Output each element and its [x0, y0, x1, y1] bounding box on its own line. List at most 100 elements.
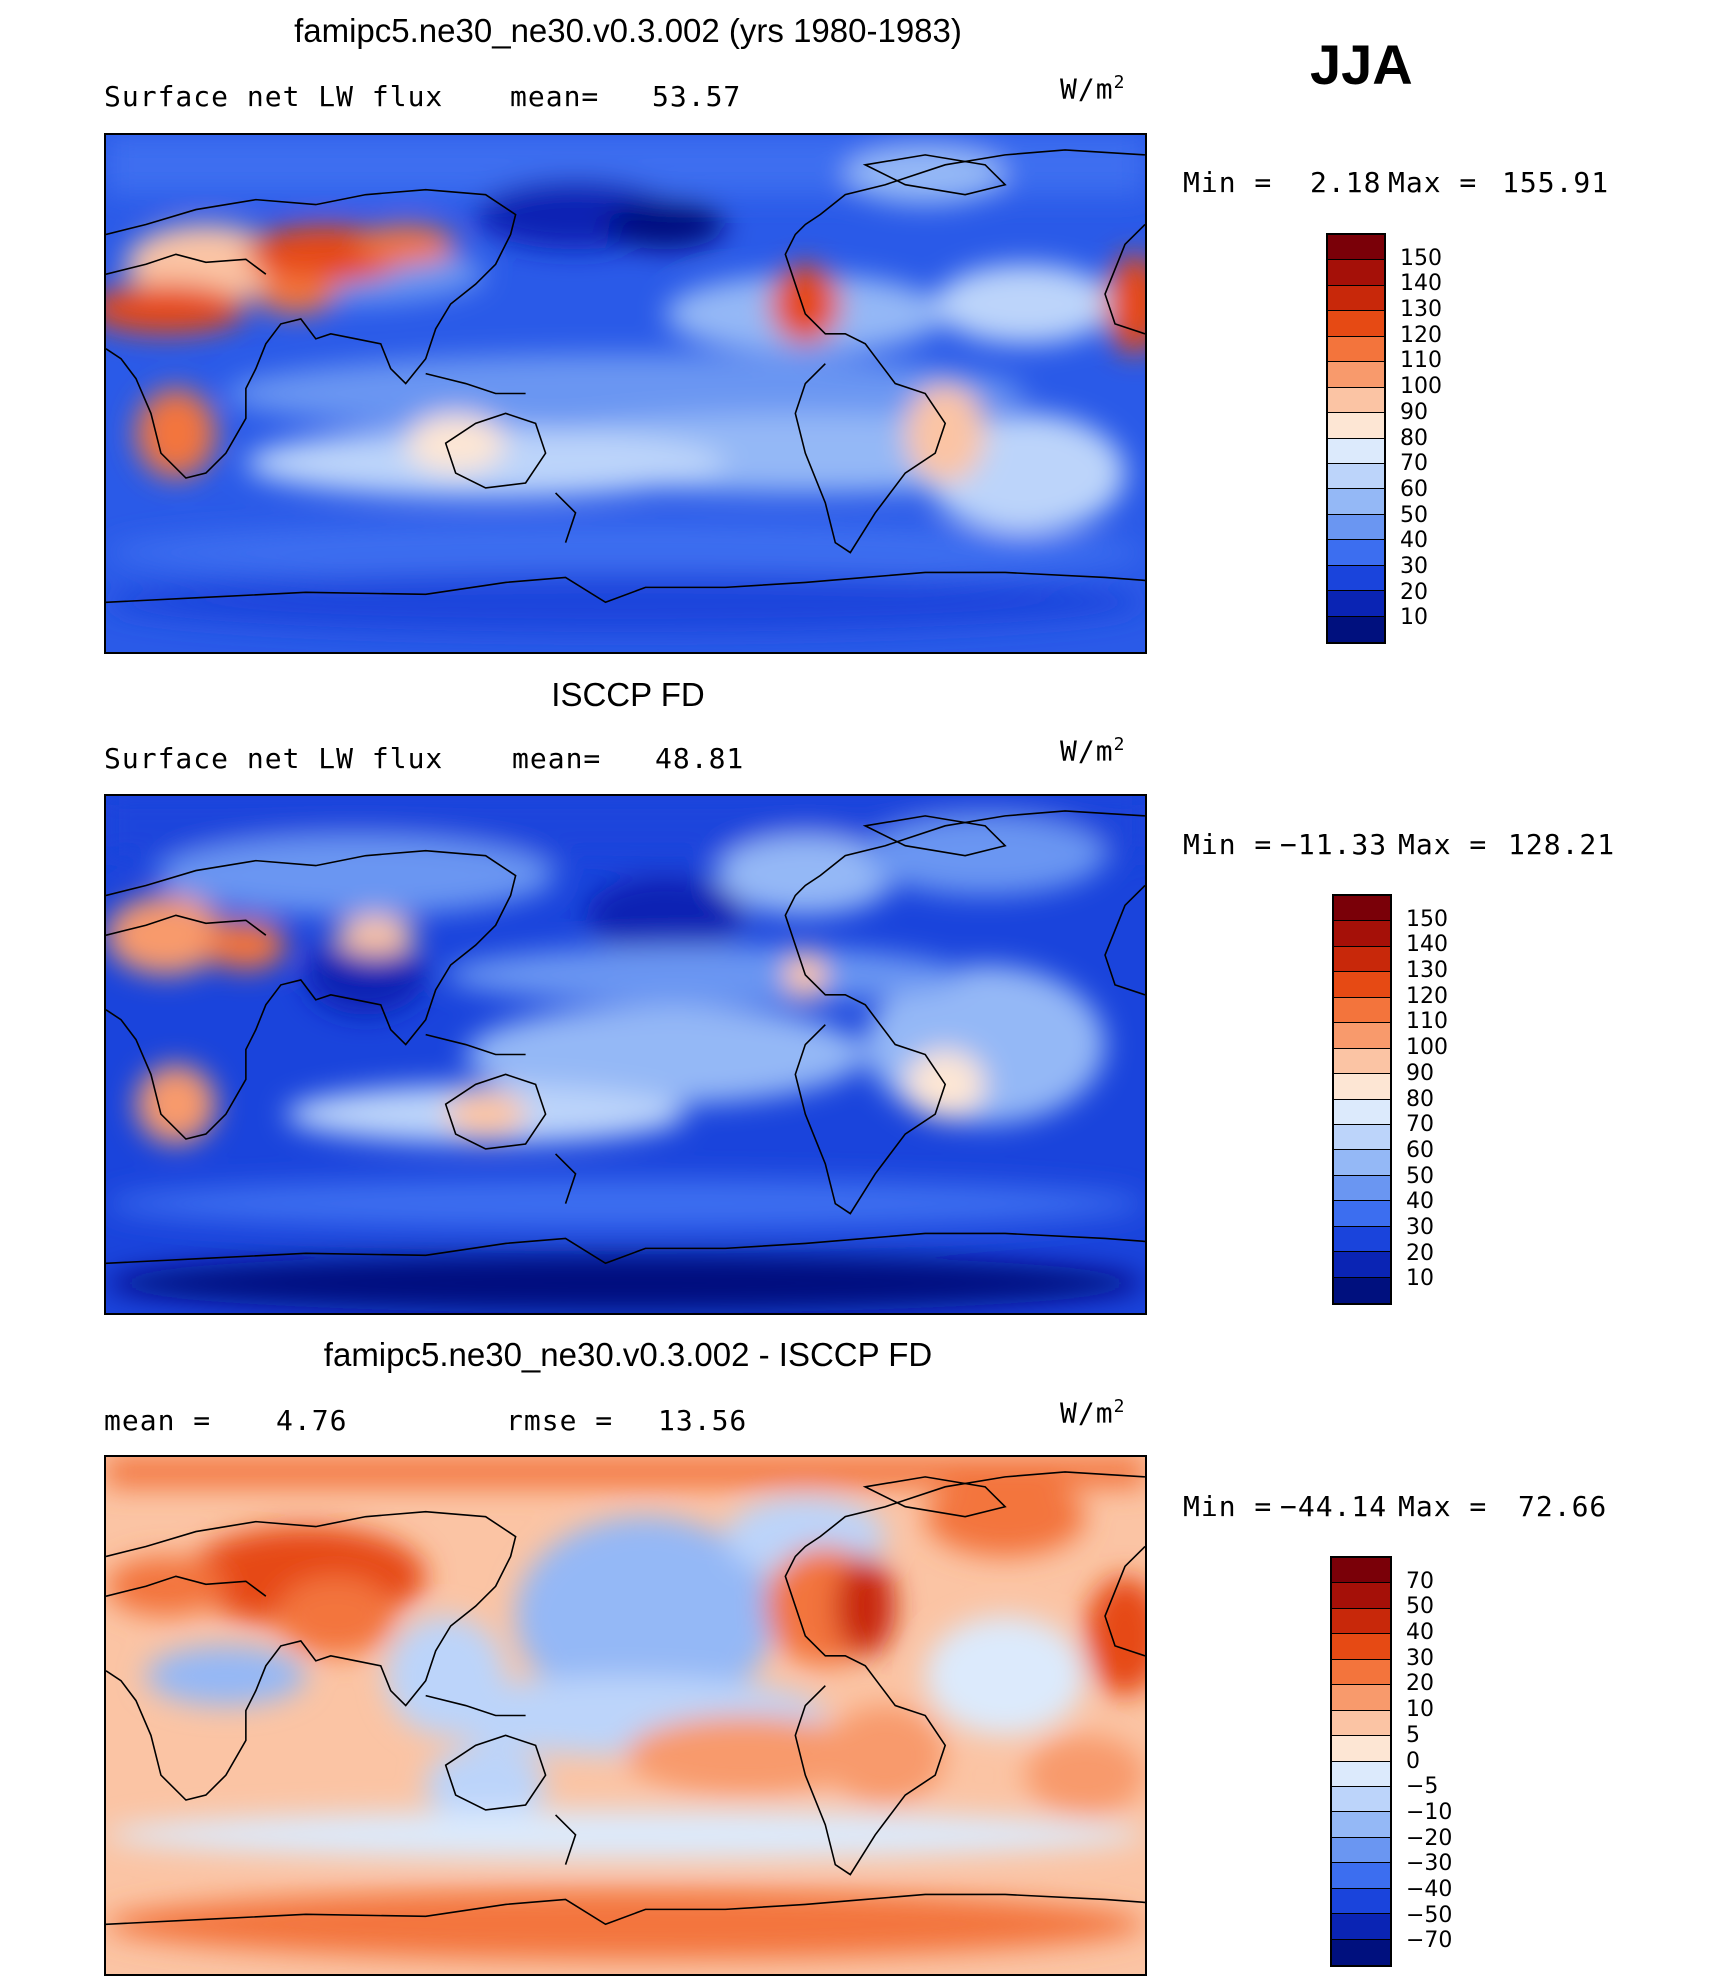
colorbar-tick-label: 100 [1406, 1035, 1448, 1061]
colorbar-segment [1332, 1786, 1390, 1813]
panel-3-map [104, 1455, 1147, 1976]
colorbar-tick-label: 20 [1400, 579, 1428, 605]
panel-3-units: W/m2 [1060, 1396, 1126, 1430]
colorbar-segment [1332, 1863, 1390, 1889]
panel-1-max-label: Max = [1388, 166, 1478, 199]
colorbar-tick-label: 70 [1406, 1568, 1434, 1594]
colorbar-tick-label: 150 [1406, 906, 1448, 932]
colorbar-tick-label: 120 [1400, 322, 1442, 348]
panel-2-mean-value: 48.81 [655, 742, 745, 775]
panel-3-mean-label: mean = [104, 1404, 212, 1437]
colorbar-segment [1328, 311, 1384, 337]
colorbar-tick-label: 140 [1400, 271, 1442, 297]
colorbar-tick-label: 40 [1406, 1189, 1434, 1215]
colorbar-segment [1334, 1252, 1390, 1278]
panel-1-min-value: 2.18 [1310, 166, 1382, 199]
colorbar-segment [1328, 565, 1384, 592]
colorbar-tick-label: −10 [1406, 1799, 1453, 1825]
colorbar-segment [1328, 591, 1384, 617]
colorbar-tick-label: 50 [1400, 502, 1428, 528]
colorbar-segment [1332, 1558, 1390, 1584]
colorbar-segment [1334, 1074, 1390, 1100]
colorbar-segment [1332, 1685, 1390, 1711]
panel-3-title: famipc5.ne30_ne30.v0.3.002 - ISCCP FD [323, 1336, 933, 1373]
panel-2-max-value: 128.21 [1508, 828, 1616, 861]
colorbar-segment [1332, 1888, 1390, 1915]
panel-2-units: W/m2 [1060, 734, 1126, 768]
colorbar-segment [1328, 540, 1384, 566]
colorbar-segment [1332, 1914, 1390, 1940]
panel-3-min-value: −44.14 [1280, 1490, 1388, 1523]
colorbar-tick-label: −40 [1406, 1876, 1453, 1902]
colorbar-tick-label: 40 [1406, 1620, 1434, 1646]
colorbar-segment [1334, 1099, 1390, 1125]
colorbar-tick-label: −30 [1406, 1851, 1453, 1877]
colorbar-tick-label: 120 [1406, 983, 1448, 1009]
colorbar-tick-label: −70 [1406, 1928, 1453, 1954]
colorbar-tick-label: 130 [1400, 297, 1442, 323]
colorbar-segment [1334, 1048, 1390, 1075]
panel-2-title: ISCCP FD [551, 676, 705, 713]
colorbar-tick-label: 50 [1406, 1594, 1434, 1620]
colorbar-segment [1334, 896, 1390, 922]
panel-3-rmse-value: 13.56 [658, 1404, 748, 1437]
colorbar-tick-label: 90 [1406, 1060, 1434, 1086]
panel-2-colorbar [1332, 894, 1392, 1305]
colorbar-segment [1328, 489, 1384, 515]
colorbar-segment [1334, 1023, 1390, 1049]
panel-3-max-label: Max = [1398, 1490, 1488, 1523]
colorbar-segment [1332, 1761, 1390, 1787]
colorbar-tick-label: 150 [1400, 245, 1442, 271]
colorbar-tick-label: 80 [1400, 425, 1428, 451]
panel-2-min-label: Min = [1183, 828, 1273, 861]
colorbar-tick-label: 40 [1400, 528, 1428, 554]
colorbar-tick-label: 30 [1406, 1214, 1434, 1240]
panel-1-map [104, 133, 1147, 654]
colorbar-tick-label: 110 [1406, 1009, 1448, 1035]
colorbar-tick-label: 20 [1406, 1671, 1434, 1697]
colorbar-segment [1332, 1583, 1390, 1609]
colorbar-segment [1328, 387, 1384, 414]
panel-1-title: famipc5.ne30_ne30.v0.3.002 (yrs 1980-198… [294, 12, 962, 49]
colorbar-tick-label: 0 [1406, 1748, 1420, 1774]
panel-3-rmse-label: rmse = [506, 1404, 614, 1437]
colorbar-tick-label: 140 [1406, 932, 1448, 958]
colorbar-segment [1334, 972, 1390, 998]
panel-1-min-label: Min = [1183, 166, 1273, 199]
colorbar-tick-label: −5 [1406, 1774, 1439, 1800]
colorbar-tick-label: −20 [1406, 1825, 1453, 1851]
panel-1-colorbar [1326, 233, 1386, 644]
colorbar-segment [1334, 1277, 1390, 1303]
panel-3-coastlines [106, 1471, 1145, 1926]
colorbar-segment [1334, 1124, 1390, 1151]
colorbar-segment [1334, 1150, 1390, 1176]
colorbar-segment [1332, 1659, 1390, 1686]
colorbar-tick-label: −50 [1406, 1902, 1453, 1928]
colorbar-tick-label: 70 [1400, 451, 1428, 477]
panel-3-map-svg [106, 1457, 1145, 1974]
colorbar-segment [1332, 1812, 1390, 1838]
panel-1-mean-value: 53.57 [652, 80, 742, 113]
colorbar-tick-label: 10 [1406, 1266, 1434, 1292]
panel-1-coastlines [106, 149, 1145, 604]
panel-3-colorbar [1330, 1556, 1392, 1967]
panel-1-mean-label: mean= [510, 80, 600, 113]
panel-2-mean-label: mean= [512, 742, 602, 775]
colorbar-segment [1332, 1634, 1390, 1660]
colorbar-tick-label: 110 [1400, 348, 1442, 374]
colorbar-segment [1332, 1736, 1390, 1762]
colorbar-tick-label: 70 [1406, 1112, 1434, 1138]
colorbar-segment [1334, 997, 1390, 1024]
panel-1-max-value: 155.91 [1502, 166, 1610, 199]
colorbar-segment [1332, 1608, 1390, 1635]
colorbar-segment [1328, 336, 1384, 363]
colorbar-segment [1334, 946, 1390, 973]
colorbar-tick-label: 60 [1406, 1137, 1434, 1163]
colorbar-tick-label: 10 [1406, 1697, 1434, 1723]
colorbar-segment [1332, 1710, 1390, 1737]
panel-3-mean-value: 4.76 [276, 1404, 348, 1437]
colorbar-segment [1334, 1226, 1390, 1253]
panel-2-map [104, 794, 1147, 1315]
colorbar-segment [1328, 616, 1384, 642]
colorbar-tick-label: 100 [1400, 374, 1442, 400]
